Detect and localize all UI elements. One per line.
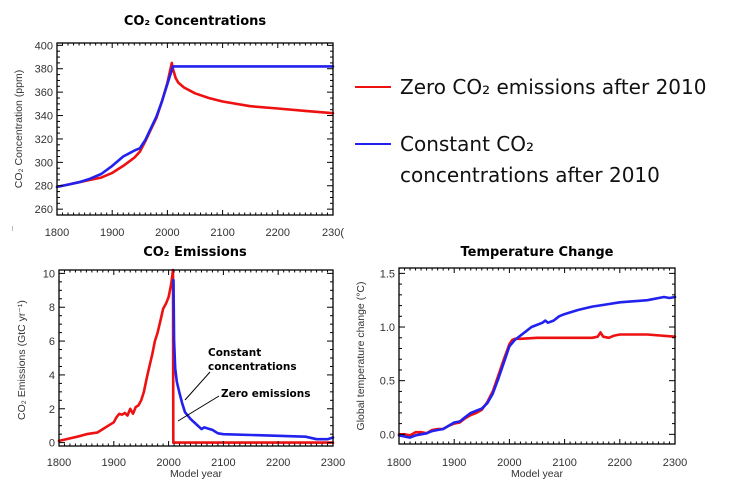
y-tick-label: 0.5 — [380, 376, 395, 388]
series-line-zero-emissions — [57, 268, 335, 444]
stray-mark — [12, 226, 13, 231]
legend-label-constant-line1: Constant CO₂ — [400, 132, 534, 156]
y-tick-label: 300 — [35, 157, 53, 169]
legend-label-constant-line2: concentrations after 2010 — [400, 163, 660, 187]
legend: Zero CO₂ emissions after 2010 Constant C… — [355, 75, 706, 187]
y-tick-label: 280 — [35, 181, 53, 193]
y-tick-label: 400 — [35, 40, 53, 52]
x-tick-label: 1900 — [442, 457, 466, 469]
series-line-constant-concentrations — [397, 295, 677, 439]
annotation-constant-line2: concentrations — [208, 361, 297, 373]
y-axis-label: CO₂ Emissions (GtC yr⁻¹) — [16, 300, 28, 420]
y-tick-label: 2 — [49, 404, 55, 416]
y-tick-label: 0.0 — [380, 429, 395, 441]
series-line-zero-emissions — [397, 331, 677, 437]
y-tick-label: 0 — [49, 438, 55, 450]
x-tick-label: 2100 — [210, 227, 234, 239]
y-tick-label: 360 — [35, 87, 53, 99]
series-line-constant-concentrations — [172, 278, 335, 441]
panel-emissions: CO₂ Emissions CO₂ Emissions (GtC yr⁻¹) M… — [16, 245, 345, 480]
x-tick-label: 2200 — [608, 457, 632, 469]
y-tick-label: 320 — [35, 134, 53, 146]
y-tick-label: 1.0 — [380, 322, 395, 334]
x-tick-label: 1800 — [387, 457, 411, 469]
y-tick-label: 8 — [49, 302, 55, 314]
x-tick-label: 2300 — [321, 457, 345, 469]
x-tick-label: 1800 — [45, 227, 69, 239]
y-tick-label: 340 — [35, 111, 53, 123]
x-tick-label: 2200 — [266, 457, 290, 469]
x-tick-label: 1900 — [102, 457, 126, 469]
x-tick-label: 2100 — [211, 457, 235, 469]
y-tick-label: 260 — [35, 204, 53, 216]
series-line-constant-concentrations — [55, 65, 335, 189]
y-tick-label: 1.5 — [380, 268, 395, 280]
x-tick-label: 230( — [322, 227, 344, 239]
annotation-zero-emissions: Zero emissions — [221, 388, 310, 400]
legend-label-zero-emissions: Zero CO₂ emissions after 2010 — [400, 75, 706, 99]
annotation-constant-line1: Constant — [208, 347, 261, 359]
chart-title: CO₂ Concentrations — [124, 14, 267, 29]
y-tick-label: 10 — [43, 268, 55, 280]
x-tick-label: 2200 — [266, 227, 290, 239]
plot-frame — [398, 267, 676, 445]
y-axis-label: CO₂ Concentration (ppm) — [13, 70, 25, 188]
x-tick-label: 2000 — [156, 457, 180, 469]
x-tick-label: 2000 — [155, 227, 179, 239]
x-tick-label: 1800 — [47, 457, 71, 469]
y-axis-label: Global temperature change (°C) — [355, 282, 367, 431]
y-tick-label: 6 — [49, 336, 55, 348]
chart-title: Temperature Change — [461, 245, 614, 260]
x-tick-label: 2100 — [552, 457, 576, 469]
x-tick-label: 1900 — [100, 227, 124, 239]
y-tick-label: 4 — [49, 370, 55, 382]
plot-frame — [56, 42, 334, 216]
plot-frame — [58, 269, 334, 447]
annotation-leader-zero — [177, 395, 220, 422]
x-tick-label: 2300 — [663, 457, 687, 469]
y-tick-label: 380 — [35, 64, 53, 76]
panel-temperature: Temperature Change Global temperature ch… — [355, 245, 687, 480]
annotation-leader-constant — [184, 371, 211, 401]
x-axis-label: Model year — [511, 468, 563, 480]
series-line-zero-emissions — [55, 61, 335, 189]
annotations: Constant concentrations Zero emissions — [177, 347, 310, 422]
x-tick-label: 2000 — [497, 457, 521, 469]
chart-title: CO₂ Emissions — [143, 245, 247, 260]
x-axis-label: Model year — [170, 468, 222, 480]
panel-concentrations: CO₂ Concentrations CO₂ Concentration (pp… — [13, 14, 344, 239]
